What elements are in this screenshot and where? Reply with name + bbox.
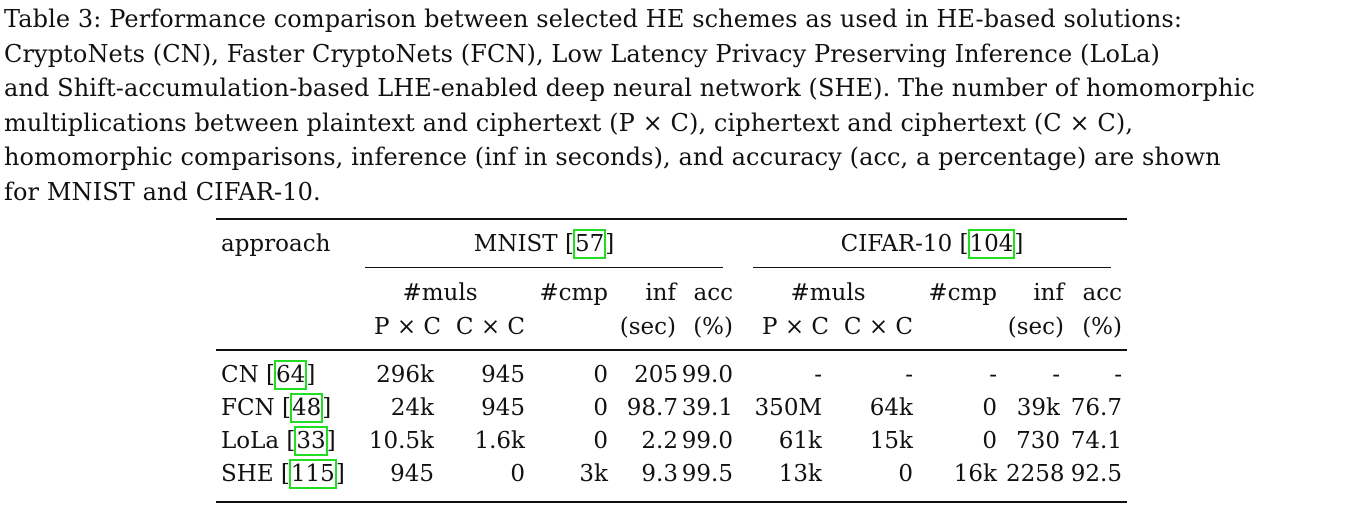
citation-link[interactable]: 104 (967, 229, 1016, 259)
cifar-cxc: - (905, 362, 913, 388)
mnist-inf: 98.7 (626, 395, 678, 421)
citation-link[interactable]: 48 (289, 393, 324, 423)
caption-line-6: for MNIST and CIFAR-10. (4, 177, 321, 206)
cmp-header: #cmp (539, 280, 608, 306)
cifar-header: CIFAR-10 [104] (840, 229, 1024, 259)
citation-link[interactable]: 33 (294, 426, 328, 456)
cifar-acc: 76.7 (1070, 395, 1122, 421)
mnist-header: MNIST [57] (473, 229, 615, 259)
mnist-pxc: 24k (390, 395, 434, 421)
cifar-group-rule (753, 267, 1111, 268)
inf-header: inf (1033, 280, 1064, 306)
inf-unit: (sec) (619, 314, 676, 340)
performance-table: approach MNIST [57] CIFAR-10 [104] #muls… (216, 218, 1127, 504)
acc-header: acc (1082, 280, 1122, 306)
bottom-rule (216, 501, 1127, 503)
cifar-inf: 730 (1016, 428, 1060, 454)
cifar-pxc: 61k (778, 428, 822, 454)
mnist-cxc: 1.6k (474, 428, 525, 454)
mnist-cmp: 0 (593, 395, 608, 421)
cifar-pxc: - (814, 362, 822, 388)
cifar-cmp: 0 (982, 395, 997, 421)
cifar-cmp: - (989, 362, 997, 388)
cifar-inf: 39k (1016, 395, 1060, 421)
caption-label: Table 3: (4, 5, 102, 33)
cifar-pxc: 13k (778, 461, 822, 487)
citation-link[interactable]: 57 (572, 229, 607, 259)
mnist-pxc: 10.5k (368, 428, 434, 454)
mnist-acc: 39.1 (681, 395, 733, 421)
mnist-cmp: 0 (593, 428, 608, 454)
acc-unit: (%) (693, 314, 733, 340)
mnist-inf: 2.2 (641, 428, 678, 454)
mnist-pxc: 296k (376, 362, 434, 388)
mnist-acc: 99.5 (681, 461, 733, 487)
mnist-cmp: 0 (593, 362, 608, 388)
caption-line-4: multiplications between plaintext and ci… (4, 108, 1134, 137)
cifar-pxc: 350M (754, 395, 822, 421)
cifar-cmp: 0 (982, 428, 997, 454)
row-approach: LoLa [33] (221, 426, 336, 456)
cxc-header: C × C (455, 314, 525, 340)
inf-unit: (sec) (1007, 314, 1064, 340)
mid-rule (216, 349, 1127, 351)
cifar-cxc: 15k (869, 428, 913, 454)
mnist-acc: 99.0 (681, 362, 733, 388)
mnist-cxc: 945 (481, 362, 525, 388)
cxc-header: C × C (843, 314, 913, 340)
cifar-cxc: 64k (869, 395, 913, 421)
cifar-acc: 92.5 (1070, 461, 1122, 487)
pxc-header: P × C (374, 314, 441, 340)
mnist-pxc: 945 (390, 461, 434, 487)
table-caption: Table 3: Performance comparison between … (4, 2, 1344, 209)
row-approach: CN [64] (221, 360, 316, 390)
mnist-inf: 9.3 (641, 461, 678, 487)
citation-link[interactable]: 115 (288, 459, 337, 489)
acc-unit: (%) (1082, 314, 1122, 340)
top-rule (216, 218, 1127, 220)
citation-link[interactable]: 64 (274, 360, 308, 390)
pxc-header: P × C (762, 314, 829, 340)
cifar-acc: - (1114, 362, 1122, 388)
caption-line-3: and Shift-accumulation-based LHE-enabled… (4, 74, 1255, 102)
row-approach: FCN [48] (221, 393, 332, 423)
acc-header: acc (693, 280, 733, 306)
muls-header: #muls (402, 280, 478, 306)
mnist-cmp: 3k (579, 461, 608, 487)
inf-header: inf (645, 280, 676, 306)
cifar-cmp: 16k (953, 461, 997, 487)
mnist-cxc: 945 (481, 395, 525, 421)
caption-line-1: Table 3: Performance comparison between … (4, 5, 1183, 33)
muls-header: #muls (790, 280, 866, 306)
mnist-acc: 99.0 (681, 428, 733, 454)
caption-line-2: CryptoNets (CN), Faster CryptoNets (FCN)… (4, 39, 1160, 68)
mnist-inf: 205 (634, 362, 678, 388)
mnist-cxc: 0 (510, 461, 525, 487)
cmp-header: #cmp (928, 280, 997, 306)
caption-line-5: homomorphic comparisons, inference (inf … (4, 143, 1221, 171)
cifar-acc: 74.1 (1070, 428, 1122, 454)
cifar-cxc: 0 (898, 461, 913, 487)
mnist-group-rule (365, 267, 723, 268)
cifar-inf: 2258 (1006, 461, 1065, 487)
row-approach: SHE [115] (221, 459, 345, 489)
approach-header: approach (221, 231, 331, 257)
cifar-inf: - (1052, 362, 1060, 388)
